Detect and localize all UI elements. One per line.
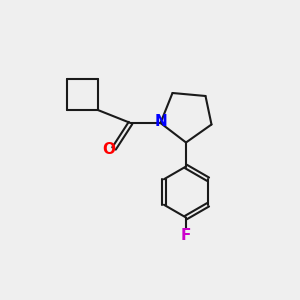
Text: N: N <box>154 114 167 129</box>
Text: O: O <box>102 142 115 158</box>
Text: F: F <box>181 228 191 243</box>
